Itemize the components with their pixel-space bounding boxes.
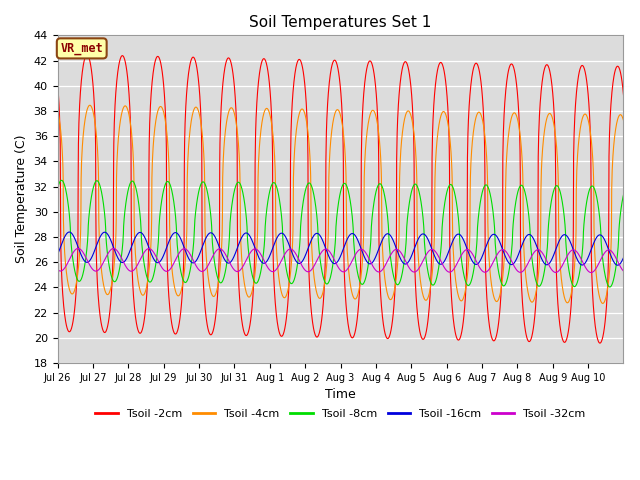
X-axis label: Time: Time <box>325 388 356 401</box>
Text: VR_met: VR_met <box>60 42 103 55</box>
Legend: Tsoil -2cm, Tsoil -4cm, Tsoil -8cm, Tsoil -16cm, Tsoil -32cm: Tsoil -2cm, Tsoil -4cm, Tsoil -8cm, Tsoi… <box>91 404 590 423</box>
Y-axis label: Soil Temperature (C): Soil Temperature (C) <box>15 135 28 264</box>
Title: Soil Temperatures Set 1: Soil Temperatures Set 1 <box>250 15 432 30</box>
